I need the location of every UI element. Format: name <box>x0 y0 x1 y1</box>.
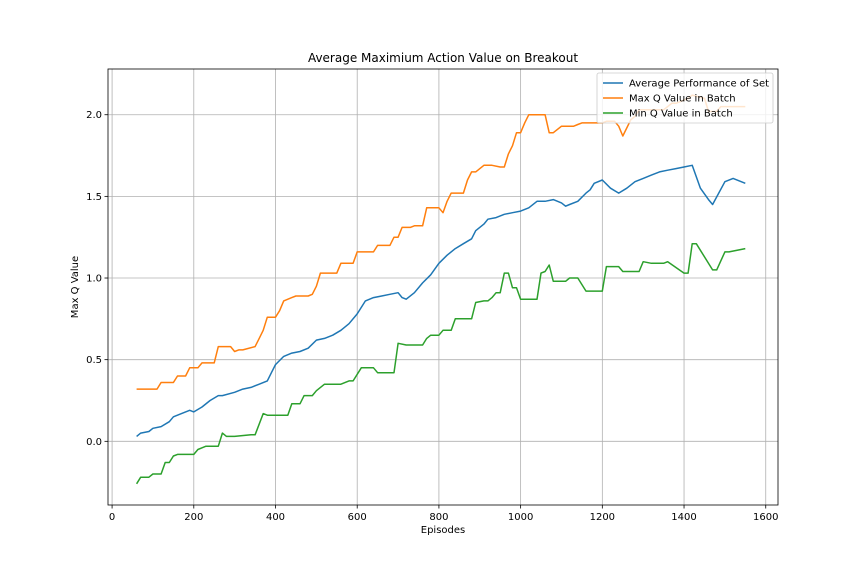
x-tick-label: 1400 <box>671 512 696 523</box>
x-tick-label: 0 <box>109 512 115 523</box>
plot-area <box>108 69 778 505</box>
y-tick-label: 2.0 <box>86 110 102 121</box>
x-tick-label: 800 <box>429 512 448 523</box>
x-tick-label: 1600 <box>753 512 778 523</box>
legend-label: Average Performance of Set <box>629 79 769 90</box>
y-axis-ticks: 0.0 0.5 1.0 1.5 2.0 <box>86 110 108 448</box>
series-line-1 <box>136 164 746 437</box>
x-tick-label: 1200 <box>590 512 615 523</box>
y-tick-label: 1.0 <box>86 274 102 285</box>
y-axis-label: Max Q Value <box>70 256 81 318</box>
x-axis-label: Episodes <box>421 525 465 536</box>
series-lines <box>135 94 746 485</box>
legend: Average Performance of Set Max Q Value in… <box>596 72 774 124</box>
x-tick-label: 1000 <box>508 512 533 523</box>
legend-box <box>596 72 774 124</box>
legend-label: Max Q Value in Batch <box>629 94 736 105</box>
legend-label: Min Q Value in Batch <box>629 109 733 120</box>
grid <box>108 69 778 505</box>
y-tick-label: 1.5 <box>86 192 102 203</box>
chart-title: Average Maximium Action Value on Breakou… <box>308 51 578 65</box>
y-tick-label: 0.0 <box>86 437 102 448</box>
x-tick-label: 200 <box>184 512 203 523</box>
series-line-2 <box>136 94 746 390</box>
x-tick-label: 600 <box>348 512 367 523</box>
x-tick-label: 400 <box>266 512 285 523</box>
series-line-3 <box>135 242 746 485</box>
plot-frame <box>107 68 779 506</box>
x-axis-ticks: 0 200 400 600 800 1000 1200 1400 1600 <box>109 505 778 523</box>
y-tick-label: 0.5 <box>86 355 102 366</box>
